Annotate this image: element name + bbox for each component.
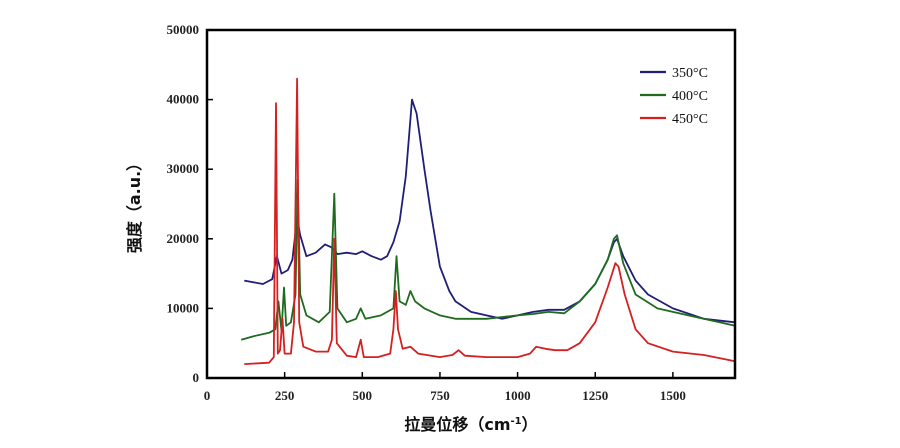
x-axis-title-superscript: -1 xyxy=(511,416,522,427)
axis-ticks: 0 10000 20000 30000 40000 50000 0 250 500 750 1000… xyxy=(167,22,686,403)
legend-label: 350°C xyxy=(672,66,708,81)
series-line-2 xyxy=(240,178,736,341)
x-tick-label: 750 xyxy=(430,388,450,403)
legend: 350°C 400°C 450°C xyxy=(640,66,708,127)
series-line-3 xyxy=(244,77,736,365)
series-lines xyxy=(240,77,736,365)
y-axis-title: 强度（a.u.） xyxy=(125,155,144,253)
x-axis-title-main: 拉曼位移（cm xyxy=(404,415,510,434)
plot-frame xyxy=(205,28,737,380)
legend-label: 450°C xyxy=(672,112,708,127)
y-axis-title-group: 强度（a.u.） xyxy=(125,155,144,253)
y-tick-label: 30000 xyxy=(167,161,200,176)
x-tick-label: 500 xyxy=(353,388,373,403)
y-tick-label: 0 xyxy=(193,370,200,385)
x-axis-title: 拉曼位移（cm-1） xyxy=(404,415,537,434)
y-tick-label: 20000 xyxy=(167,231,200,246)
legend-label: 400°C xyxy=(672,89,708,104)
x-tick-label: 0 xyxy=(204,388,211,403)
y-tick-label: 40000 xyxy=(167,92,200,107)
series-line-1 xyxy=(244,98,736,324)
x-axis-title-close: ） xyxy=(522,415,538,434)
y-tick-label: 50000 xyxy=(167,22,200,37)
x-tick-label: 1000 xyxy=(505,388,531,403)
y-tick-label: 10000 xyxy=(167,300,200,315)
x-tick-label: 1250 xyxy=(582,388,608,403)
x-tick-label: 1500 xyxy=(660,388,686,403)
x-tick-label: 250 xyxy=(275,388,295,403)
